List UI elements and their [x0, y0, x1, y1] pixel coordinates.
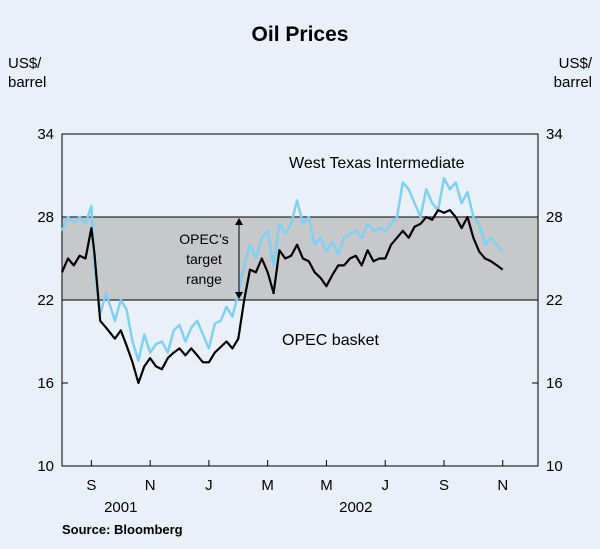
right-axis-unit-line2: barrel [554, 74, 592, 91]
wti-series-line [60, 177, 504, 363]
opec-basket-series-line [60, 209, 504, 385]
x-tick-label: M [261, 477, 274, 494]
left-axis-unit-line2: barrel [8, 74, 46, 91]
opec-basket-series-label: OPEC basket [282, 332, 379, 349]
plot-area: 10 10 16 16 22 22 28 28 34 34 S N J M M J S N 2001 2002 West… [37, 126, 562, 516]
x-tick-label: S [439, 477, 449, 494]
x-tick-label: N [145, 477, 156, 494]
x-tick-label: J [205, 477, 213, 494]
left-axis-unit-line1: US$/ [8, 55, 42, 72]
right-axis-unit-line1: US$/ [559, 55, 593, 72]
x-tick-label: S [86, 477, 96, 494]
x-tick-label: J [381, 477, 389, 494]
y-tick-label-left: 34 [37, 126, 54, 143]
y-tick-label-left: 16 [37, 375, 54, 392]
y-tick-label-left: 22 [37, 292, 54, 309]
source-note: Source: Bloomberg [62, 522, 183, 537]
y-tick-label-right: 10 [546, 458, 563, 475]
band-arrow-head-down [235, 292, 243, 299]
y-tick-label-right: 16 [546, 375, 563, 392]
x-tick-label: N [497, 477, 508, 494]
y-tick-label-left: 10 [37, 458, 54, 475]
y-tick-label-right: 22 [546, 292, 563, 309]
chart-title: Oil Prices [252, 23, 349, 46]
band-arrow-head-up [235, 218, 243, 225]
band-label-line: target [186, 251, 222, 267]
y-tick-label-right: 28 [546, 209, 563, 226]
y-tick-label-right: 34 [546, 126, 563, 143]
band-label-line: OPEC’s [179, 231, 229, 247]
year-label: 2001 [104, 499, 137, 516]
wti-series-label: West Texas Intermediate [289, 155, 465, 172]
band-label-line: range [186, 271, 222, 287]
x-tick-label: M [320, 477, 333, 494]
year-label: 2002 [339, 499, 372, 516]
y-tick-label-left: 28 [37, 209, 54, 226]
opec-target-band [61, 216, 539, 301]
